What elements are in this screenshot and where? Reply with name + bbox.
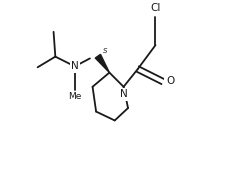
Text: O: O <box>166 76 174 86</box>
Text: S: S <box>103 48 107 54</box>
Text: Me: Me <box>68 92 82 101</box>
Text: Cl: Cl <box>150 3 161 13</box>
Polygon shape <box>95 54 110 73</box>
Text: N: N <box>71 61 79 71</box>
Text: N: N <box>120 89 127 99</box>
